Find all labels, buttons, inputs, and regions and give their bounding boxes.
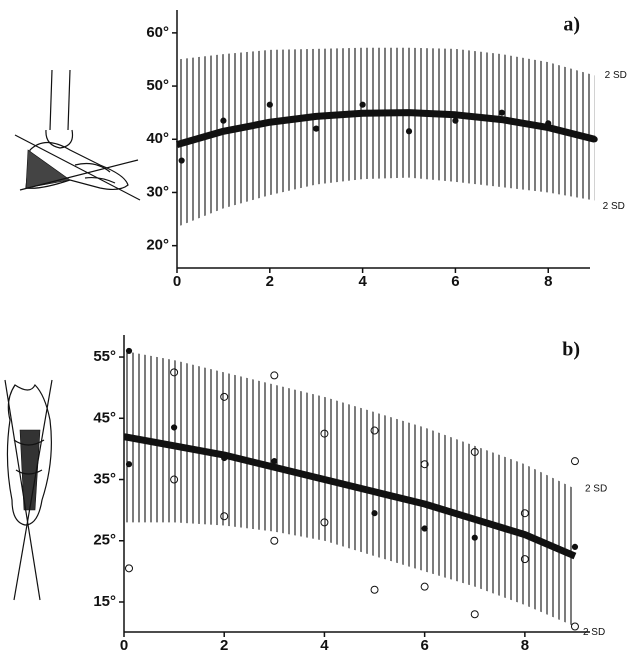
x-tick-label: 8 <box>544 273 552 290</box>
y-tick-label: 50° <box>146 77 169 94</box>
open-point <box>320 518 329 527</box>
y-tick-label: 25° <box>93 532 116 549</box>
y-tick-label: 40° <box>146 130 169 147</box>
filled-point <box>405 128 413 135</box>
y-tick-label: 20° <box>146 237 169 254</box>
x-tick-label: 0 <box>173 273 181 290</box>
filled-point <box>220 117 227 124</box>
filled-point <box>221 454 228 462</box>
foot-sketch-b <box>4 379 53 601</box>
open-point <box>370 585 379 594</box>
filled-point <box>452 117 459 124</box>
x-tick-label: 8 <box>521 637 529 654</box>
filled-point <box>359 101 366 108</box>
open-point <box>570 622 579 631</box>
sd-label: 2 SD <box>583 627 605 638</box>
open-point <box>370 426 379 435</box>
open-point <box>170 475 179 484</box>
filled-point <box>471 534 478 541</box>
open-point <box>270 536 279 545</box>
y-tick-label: 15° <box>93 593 116 610</box>
filled-point <box>591 136 598 143</box>
filled-point <box>178 157 185 164</box>
sd-band <box>177 47 595 228</box>
x-tick-label: 2 <box>220 637 228 654</box>
open-point <box>420 460 429 469</box>
sd-label: 2 SD <box>585 483 607 494</box>
open-point <box>125 564 134 573</box>
filled-point <box>266 101 273 108</box>
panel-label: b) <box>562 339 580 361</box>
y-tick-label: 55° <box>93 348 116 365</box>
panel-label: a) <box>563 14 580 36</box>
y-tick-label: 35° <box>93 470 116 487</box>
filled-point <box>171 424 178 431</box>
x-tick-label: 0 <box>120 637 128 654</box>
filled-point <box>498 109 505 116</box>
open-point <box>220 512 229 521</box>
y-tick-label: 30° <box>146 183 169 200</box>
x-tick-label: 4 <box>320 637 329 654</box>
open-point <box>320 429 329 438</box>
y-tick-label: 45° <box>93 409 116 426</box>
x-tick-label: 4 <box>358 273 367 290</box>
sd-label: 2 SD <box>603 201 625 212</box>
filled-point <box>321 476 328 483</box>
filled-point <box>545 120 552 127</box>
foot-sketch-a <box>14 69 141 201</box>
open-point <box>470 610 479 619</box>
mean-line <box>176 109 596 148</box>
open-point <box>520 509 529 518</box>
filled-point <box>571 543 579 550</box>
open-point <box>570 457 579 466</box>
filled-point <box>125 347 133 355</box>
filled-point <box>371 510 378 517</box>
x-tick-label: 2 <box>266 273 274 290</box>
mean-line <box>123 433 577 560</box>
filled-point <box>125 461 133 468</box>
x-tick-label: 6 <box>451 273 459 290</box>
open-point <box>170 368 179 377</box>
filled-point <box>313 125 320 132</box>
open-point <box>470 447 479 456</box>
filled-point <box>421 525 428 532</box>
y-tick-label: 60° <box>146 24 169 41</box>
open-point <box>420 582 429 591</box>
sd-label: 2 SD <box>605 70 627 81</box>
open-point <box>270 371 279 380</box>
filled-point <box>271 458 278 465</box>
x-tick-label: 6 <box>420 637 428 654</box>
open-point <box>220 392 229 401</box>
open-point <box>520 555 529 564</box>
